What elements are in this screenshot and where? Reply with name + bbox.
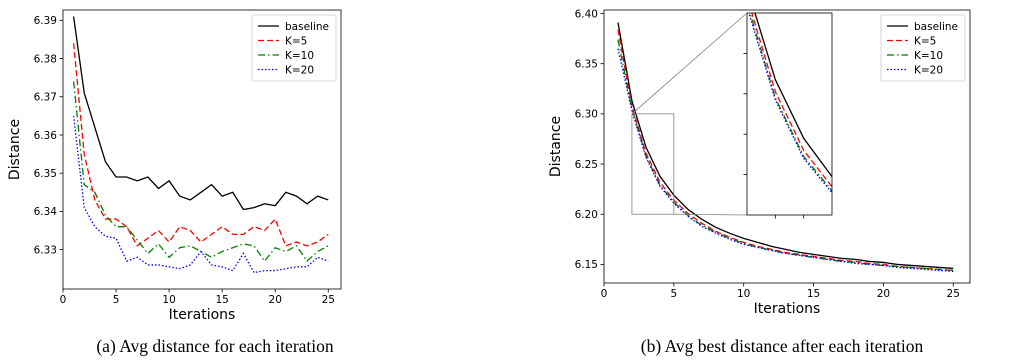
legend-label: K=20 <box>285 64 314 76</box>
legend-label: K=20 <box>914 64 943 76</box>
y-tick-label: 6.35 <box>575 58 598 70</box>
y-tick-label: 6.15 <box>575 259 598 271</box>
chart-a: 0 5 10 15 20 25 6.33 6.34 6.35 6.36 6.37 6.38 6.39 It… <box>7 9 342 323</box>
y-tick-label: 6.30 <box>575 109 598 121</box>
legend-label: baseline <box>914 21 958 33</box>
series-line-baseline <box>72 16 329 211</box>
chart-b: 0 5 10 15 20 25 6.15 6.20 6.25 6.30 6.35 6.40 Iterat… <box>548 8 971 317</box>
x-tick-label: 10 <box>737 288 750 300</box>
y-tick-label: 6.20 <box>575 209 598 221</box>
x-tick-label: 25 <box>322 294 335 306</box>
x-tick-label: 0 <box>60 294 67 306</box>
zoom-connector <box>673 213 748 216</box>
x-tick-label: 20 <box>269 294 282 306</box>
y-axis-label: Distance <box>7 119 23 180</box>
legend-box <box>251 14 337 82</box>
y-tick-label: 6.36 <box>34 130 58 142</box>
x-tick-label: 25 <box>947 288 960 300</box>
legend-label: K=10 <box>914 50 943 62</box>
y-tick-label: 6.34 <box>34 206 58 218</box>
zoom-region-box <box>631 113 675 215</box>
y-tick-label: 6.38 <box>34 53 57 65</box>
y-tick-label: 6.33 <box>34 244 57 256</box>
axes-frame <box>62 9 342 290</box>
inset-frame <box>746 12 833 216</box>
x-axis-label: Iterations <box>169 307 236 323</box>
legend-label: K=5 <box>285 35 307 47</box>
series-line-k-20 <box>617 48 954 273</box>
x-axis-label: Iterations <box>754 301 821 317</box>
axes-frame <box>603 9 971 284</box>
x-tick-label: 5 <box>113 294 120 306</box>
inset-series-line-baseline <box>754 13 832 178</box>
y-tick-label: 6.25 <box>575 159 598 171</box>
zoom-connector <box>631 12 748 115</box>
x-tick-label: 0 <box>601 288 608 300</box>
x-tick-label: 5 <box>671 288 678 300</box>
y-tick-label: 6.35 <box>34 168 57 180</box>
legend-label: K=10 <box>285 50 314 62</box>
caption-b: (b) Avg best distance after each iterati… <box>641 336 924 356</box>
series-line-k-20 <box>72 115 329 274</box>
x-tick-label: 20 <box>877 288 890 300</box>
x-tick-label: 15 <box>807 288 820 300</box>
legend: baseline K=5 K=10 K=20 <box>880 14 966 82</box>
caption-a: (a) Avg distance for each iteration <box>96 336 334 356</box>
legend-label: K=5 <box>914 35 936 47</box>
y-tick-label: 6.39 <box>34 15 57 27</box>
legend-label: baseline <box>285 21 329 33</box>
series-line-k-5 <box>72 43 329 247</box>
zoom-inset <box>743 12 833 219</box>
legend-box <box>880 14 966 82</box>
y-tick-label: 6.40 <box>575 8 598 20</box>
y-tick-label: 6.37 <box>34 92 57 104</box>
legend: baseline K=5 K=10 K=20 <box>251 14 337 82</box>
y-axis-label: Distance <box>548 116 564 177</box>
x-tick-label: 10 <box>162 294 175 306</box>
x-tick-label: 15 <box>215 294 228 306</box>
